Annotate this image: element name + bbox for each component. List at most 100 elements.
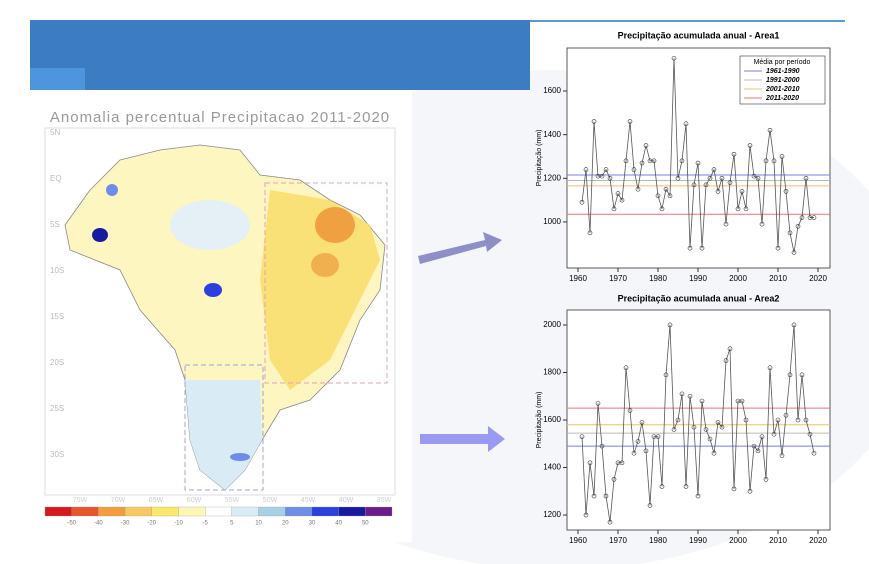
data-point — [635, 186, 641, 192]
data-point — [755, 175, 761, 181]
x-tick-label: 2000 — [729, 274, 747, 283]
data-point — [779, 154, 785, 159]
data-point — [699, 398, 705, 404]
map-anomaly-strong — [315, 207, 355, 243]
colorbar-swatch — [285, 506, 313, 517]
data-point — [783, 189, 789, 194]
y-tick-label: 2000 — [543, 320, 561, 329]
data-point — [727, 346, 733, 352]
data-point — [759, 434, 765, 439]
data-point — [607, 175, 613, 181]
data-point — [587, 460, 593, 466]
data-point — [655, 434, 661, 439]
data-point — [723, 221, 729, 227]
legend-title: Média por período — [754, 59, 811, 66]
data-point — [683, 121, 689, 127]
data-point — [679, 391, 685, 397]
chart-title: Precipitação acumulada anual - Area1 — [618, 30, 780, 40]
x-tick-label: 1990 — [689, 536, 707, 545]
data-point — [711, 167, 717, 172]
data-point — [715, 420, 721, 425]
colorbar-swatch — [338, 506, 366, 517]
data-point — [659, 484, 665, 489]
data-point — [779, 453, 785, 458]
data-point — [667, 322, 673, 328]
data-point — [783, 412, 789, 418]
map-anomaly-dry — [260, 190, 380, 390]
legend-label: 1991-2000 — [766, 77, 800, 84]
data-point — [739, 189, 745, 194]
data-point — [643, 143, 649, 148]
data-point — [763, 158, 769, 164]
lat-label: EQ — [50, 174, 62, 183]
data-point — [787, 372, 793, 378]
lon-label: 55W — [225, 497, 240, 504]
data-point — [607, 519, 613, 525]
arrow-area2 — [420, 426, 505, 452]
data-point — [731, 151, 737, 157]
data-point — [747, 143, 753, 148]
x-tick-label: 2010 — [769, 536, 787, 545]
colorbar-swatch — [311, 506, 339, 517]
data-point — [595, 401, 601, 406]
x-tick-label: 1970 — [609, 274, 627, 283]
data-point — [627, 408, 633, 413]
y-tick-label: 1600 — [543, 415, 561, 424]
data-point — [739, 398, 745, 404]
colorbar-label: 50 — [362, 521, 369, 527]
colorbar-swatch — [151, 506, 179, 517]
y-tick-label: 1800 — [543, 368, 561, 377]
lon-label: 70W — [111, 497, 126, 504]
lon-label: 65W — [149, 497, 164, 504]
chart-title: Precipitação acumulada anual - Area2 — [618, 293, 780, 303]
header-band — [30, 20, 530, 90]
data-point — [623, 158, 629, 164]
data-point — [603, 167, 609, 172]
data-point — [619, 460, 625, 466]
data-point — [727, 180, 733, 185]
data-point — [639, 160, 645, 166]
lon-label: 35W — [377, 497, 392, 504]
data-point — [667, 193, 673, 199]
data-point — [703, 427, 709, 432]
data-point — [743, 417, 749, 423]
data-point — [755, 448, 761, 454]
map-title: Anomalia percentual Precipitacao 2011-20… — [50, 109, 390, 126]
data-point — [579, 434, 585, 439]
area1-box — [264, 182, 388, 384]
x-tick-label: 2010 — [769, 274, 787, 283]
data-point — [591, 493, 597, 499]
lat-label: 5S — [50, 220, 60, 229]
data-point — [699, 245, 705, 251]
data-point — [675, 417, 681, 423]
colorbar-swatch — [71, 506, 99, 517]
data-point — [711, 450, 717, 456]
map-anomaly-wet — [170, 200, 250, 250]
data-point — [747, 488, 753, 494]
colorbar-swatch — [365, 506, 393, 517]
data-point — [643, 448, 649, 454]
x-tick-label: 1990 — [689, 274, 707, 283]
y-tick-label: 1000 — [543, 217, 561, 226]
map-anomaly-strong — [311, 253, 339, 277]
area2-box — [184, 364, 264, 491]
data-point — [771, 158, 777, 164]
colorbar-label: 30 — [309, 521, 316, 527]
data-point — [631, 450, 637, 456]
lon-label: 75W — [73, 497, 88, 504]
data-point — [715, 189, 721, 194]
lon-label: 45W — [301, 497, 316, 504]
data-point — [647, 503, 653, 508]
data-point — [803, 417, 809, 423]
data-point — [627, 119, 633, 124]
colorbar-label: -10 — [174, 521, 183, 527]
data-point — [655, 193, 661, 199]
x-tick-label: 2020 — [809, 274, 827, 283]
data-point — [735, 206, 741, 212]
data-point — [683, 484, 689, 489]
data-point — [695, 493, 701, 499]
data-point — [663, 186, 669, 192]
data-point — [799, 372, 805, 378]
data-point — [791, 250, 797, 255]
data-point — [675, 175, 681, 181]
